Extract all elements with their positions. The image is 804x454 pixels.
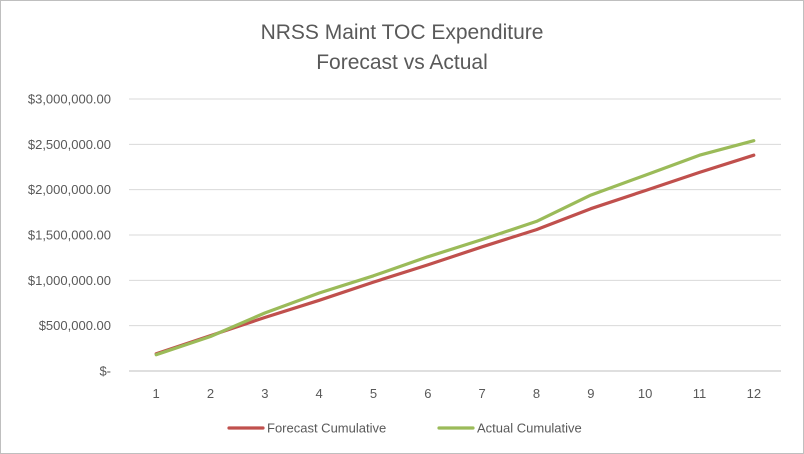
y-tick-label: $1,500,000.00 bbox=[28, 228, 111, 243]
x-axis-tick-labels: 1 2 3 4 5 6 7 8 9 10 11 12 bbox=[153, 386, 762, 401]
y-tick-label: $2,500,000.00 bbox=[28, 137, 111, 152]
series-lines bbox=[154, 139, 756, 357]
x-tick-label: 9 bbox=[587, 386, 594, 401]
y-tick-label: $- bbox=[99, 364, 111, 379]
chart-title: NRSS Maint TOC Expenditure bbox=[261, 21, 544, 44]
x-tick-label: 6 bbox=[424, 386, 431, 401]
chart-subtitle: Forecast vs Actual bbox=[316, 51, 488, 74]
series-line-forecast bbox=[154, 153, 756, 356]
legend-label: Actual Cumulative bbox=[477, 421, 582, 436]
x-tick-label: 4 bbox=[316, 386, 323, 401]
x-tick-label: 11 bbox=[693, 386, 707, 401]
series-line-actual bbox=[154, 139, 756, 357]
y-tick-label: $3,000,000.00 bbox=[28, 92, 111, 107]
x-tick-label: 12 bbox=[747, 386, 761, 401]
y-tick-label: $500,000.00 bbox=[39, 318, 111, 333]
x-tick-label: 8 bbox=[533, 386, 540, 401]
y-axis-tick-labels: $- $500,000.00 $1,000,000.00 $1,500,000.00 $… bbox=[28, 92, 111, 379]
legend-label: Forecast Cumulative bbox=[267, 421, 386, 436]
x-tick-label: 10 bbox=[638, 386, 652, 401]
legend-item: Forecast Cumulative bbox=[227, 421, 386, 436]
x-tick-label: 2 bbox=[207, 386, 214, 401]
x-tick-label: 3 bbox=[261, 386, 268, 401]
x-tick-label: 1 bbox=[153, 386, 160, 401]
y-tick-label: $2,000,000.00 bbox=[28, 182, 111, 197]
x-tick-label: 5 bbox=[370, 386, 377, 401]
x-tick-label: 7 bbox=[479, 386, 486, 401]
legend: Forecast Cumulative Actual Cumulative bbox=[227, 421, 582, 436]
legend-item: Actual Cumulative bbox=[437, 421, 582, 436]
y-tick-label: $1,000,000.00 bbox=[28, 273, 111, 288]
